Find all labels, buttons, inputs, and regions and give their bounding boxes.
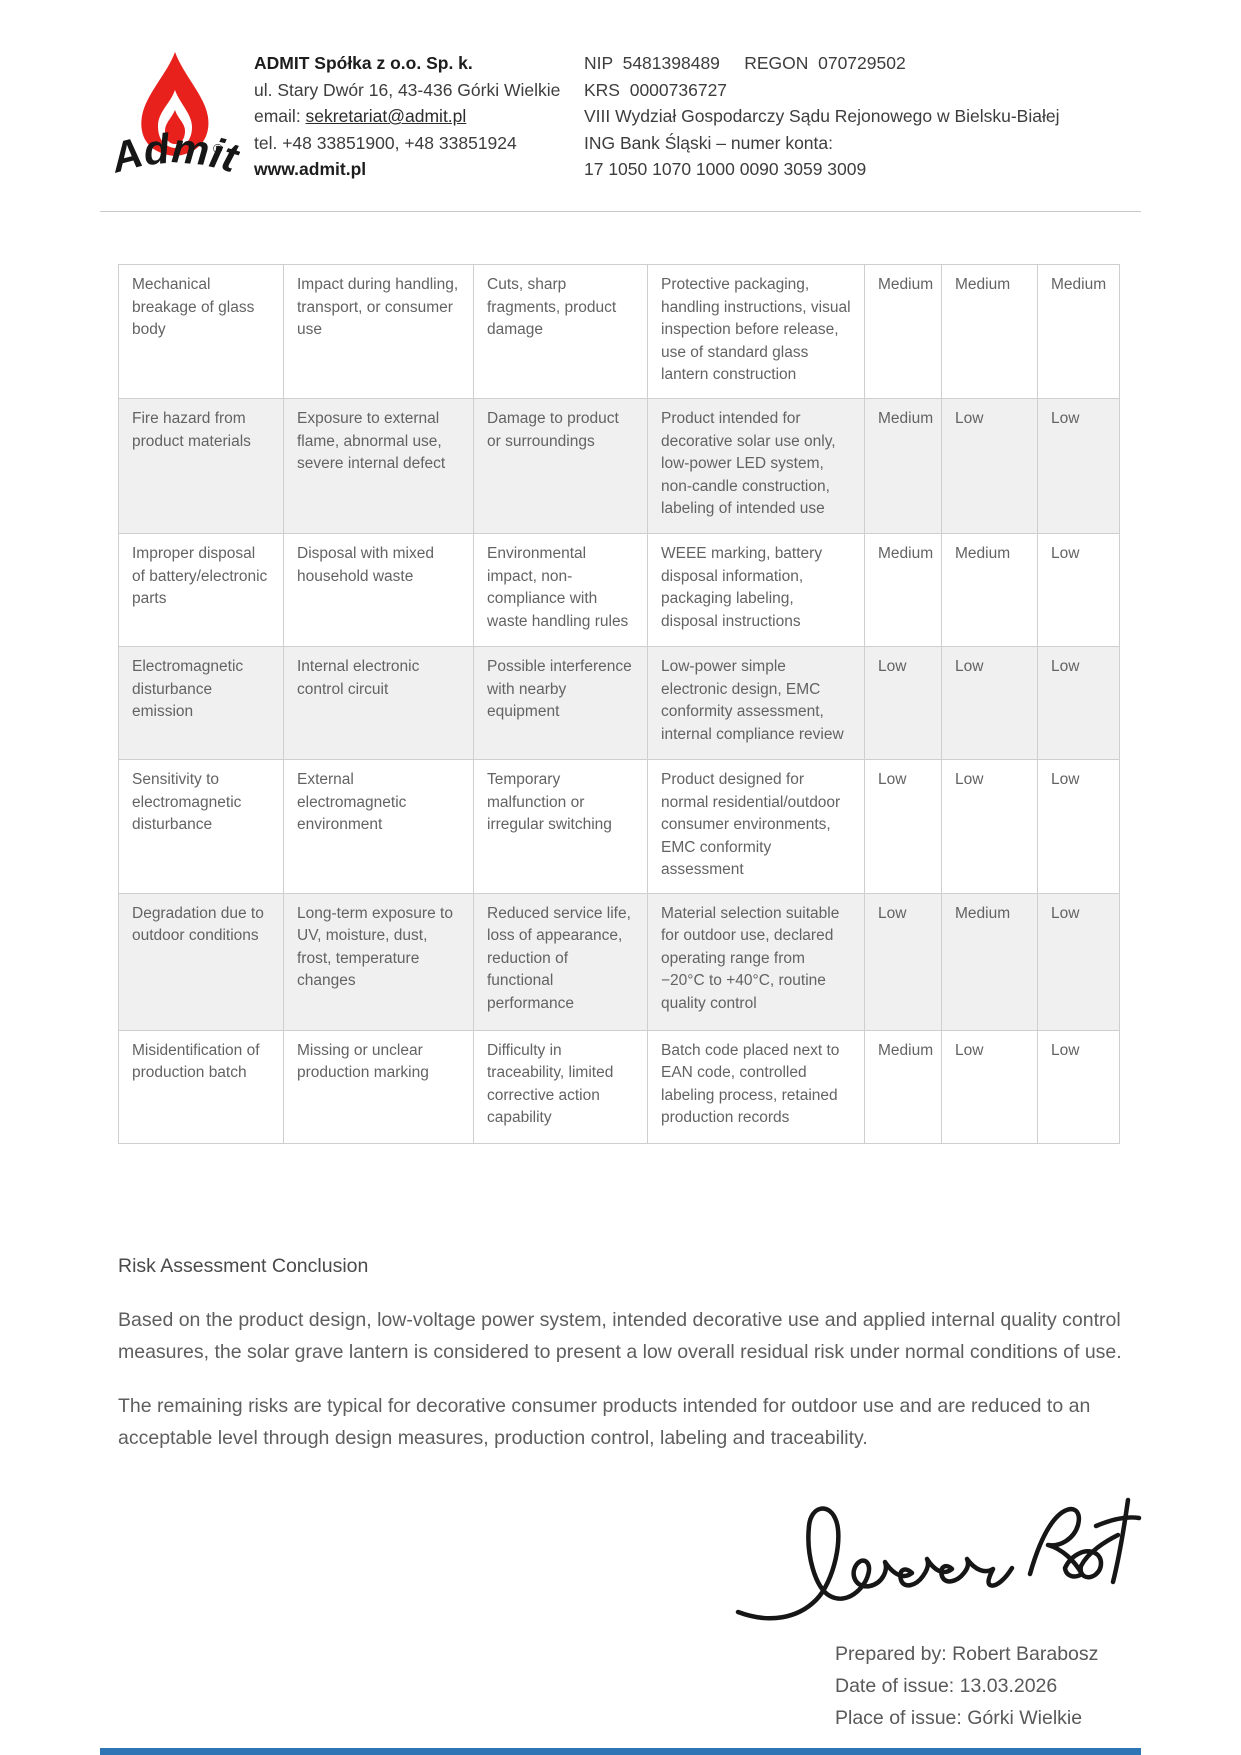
admit-logo: ® Admit bbox=[105, 50, 246, 182]
date-of-issue-line: Date of issue: 13.03.2026 bbox=[835, 1675, 1058, 1697]
measures-cell: Protective packaging, handling instructi… bbox=[647, 264, 865, 399]
effect-cell: Difficulty in traceability, limited corr… bbox=[473, 1029, 648, 1144]
hazard-cell: Fire hazard from product materials bbox=[118, 398, 284, 534]
severity-cell: Medium bbox=[941, 264, 1038, 399]
probability-cell: Low bbox=[864, 892, 942, 1031]
risk-cell: Low bbox=[1037, 533, 1120, 647]
measures-cell: Batch code placed next to EAN code, cont… bbox=[647, 1029, 865, 1144]
probability-cell: Medium bbox=[864, 533, 942, 647]
account-line: 17 1050 1070 1000 0090 3059 3009 bbox=[584, 159, 867, 179]
probability-cell: Medium bbox=[864, 398, 942, 534]
brand-wordmark: Admit bbox=[112, 124, 240, 180]
hazard-cell: Improper disposal of battery/electronic … bbox=[118, 533, 284, 647]
effect-cell: Temporary malfunction or irregular switc… bbox=[473, 759, 648, 894]
effect-cell: Damage to product or surroundings bbox=[473, 398, 648, 534]
risk-cell: Low bbox=[1037, 646, 1120, 760]
cause-cell: Impact during handling, transport, or co… bbox=[283, 264, 474, 399]
severity-cell: Medium bbox=[941, 892, 1038, 1031]
footer-accent-bar bbox=[100, 1748, 1141, 1755]
conclusion-section: Risk Assessment Conclusion Based on the … bbox=[118, 1255, 1123, 1477]
prepared-by-line: Prepared by: Robert Barabosz bbox=[835, 1643, 1099, 1665]
signature-image bbox=[735, 1497, 1142, 1621]
risk-cell: Low bbox=[1037, 1029, 1120, 1144]
letterhead: ® Admit ADMIT Spółka z o.o. Sp. k. ul. S… bbox=[105, 50, 1141, 183]
severity-cell: Low bbox=[941, 398, 1038, 534]
cause-cell: Long-term exposure to UV, moisture, dust… bbox=[283, 892, 474, 1031]
conclusion-paragraph-1: Based on the product design, low-voltage… bbox=[118, 1309, 1122, 1363]
effect-cell: Possible interference with nearby equipm… bbox=[473, 646, 648, 760]
email-link[interactable]: sekretariat@admit.pl bbox=[305, 106, 467, 126]
cause-cell: Internal electronic control circuit bbox=[283, 646, 474, 760]
effect-cell: Cuts, sharp fragments, product damage bbox=[473, 264, 648, 399]
bank-line: ING Bank Śląski – numer konta: bbox=[584, 132, 833, 153]
measures-cell: Low-power simple electronic design, EMC … bbox=[647, 646, 865, 760]
table-row: Mechanical breakage of glass body Impact… bbox=[118, 264, 1120, 399]
table-row: Degradation due to outdoor conditions Lo… bbox=[118, 892, 1120, 1031]
hazard-cell: Misidentification of production batch bbox=[118, 1029, 284, 1144]
effect-cell: Environmental impact, non-compliance wit… bbox=[473, 533, 648, 647]
krs-line: KRS 0000736727 bbox=[584, 79, 728, 100]
table-row: Improper disposal of battery/electronic … bbox=[118, 533, 1120, 647]
probability-cell: Low bbox=[864, 759, 942, 894]
risk-cell: Medium bbox=[1037, 264, 1120, 399]
hazard-cell: Degradation due to outdoor conditions bbox=[118, 892, 284, 1031]
table-row: Misidentification of production batch Mi… bbox=[118, 1029, 1120, 1144]
cause-cell: Missing or unclear production marking bbox=[283, 1029, 474, 1144]
probability-cell: Medium bbox=[864, 264, 942, 399]
company-email-line: email: sekretariat@admit.pl bbox=[254, 103, 584, 130]
severity-cell: Low bbox=[941, 646, 1038, 760]
admit-logo-svg: ® Admit bbox=[105, 52, 246, 182]
court-line: VIII Wydział Gospodarczy Sądu Rejonowego… bbox=[584, 106, 1060, 126]
severity-cell: Medium bbox=[941, 533, 1038, 647]
cause-cell: Exposure to external flame, abnormal use… bbox=[283, 398, 474, 534]
conclusion-paragraph-2: The remaining risks are typical for deco… bbox=[118, 1395, 1091, 1449]
cause-cell: Disposal with mixed household waste bbox=[283, 533, 474, 647]
email-label: email: bbox=[254, 106, 306, 126]
nip-regon-line: NIP 5481398489 REGON 070729502 bbox=[584, 53, 906, 73]
company-website: www.admit.pl bbox=[254, 159, 367, 179]
risk-cell: Low bbox=[1037, 892, 1120, 1031]
table-row: Fire hazard from product materials Expos… bbox=[118, 398, 1120, 534]
hazard-cell: Mechanical breakage of glass body bbox=[118, 264, 284, 399]
risk-cell: Low bbox=[1037, 398, 1120, 534]
risk-table-container: Mechanical breakage of glass body Impact… bbox=[118, 264, 1120, 1144]
company-info: ADMIT Spółka z o.o. Sp. k. ul. Stary Dwó… bbox=[254, 50, 584, 183]
probability-cell: Low bbox=[864, 646, 942, 760]
table-row: Electromagnetic disturbance emission Int… bbox=[118, 646, 1120, 760]
company-address: ul. Stary Dwór 16, 43-436 Górki Wielkie bbox=[254, 79, 561, 100]
table-row: Sensitivity to electromagnetic disturban… bbox=[118, 759, 1120, 894]
company-name: ADMIT Spółka z o.o. Sp. k. bbox=[254, 53, 473, 73]
risk-cell: Low bbox=[1037, 759, 1120, 894]
cause-cell: External electromagnetic environment bbox=[283, 759, 474, 894]
conclusion-heading: Risk Assessment Conclusion bbox=[118, 1255, 369, 1277]
company-phone: tel. +48 33851900, +48 33851924 bbox=[254, 132, 517, 153]
header-divider bbox=[100, 211, 1141, 212]
hazard-cell: Sensitivity to electromagnetic disturban… bbox=[118, 759, 284, 894]
flame-icon bbox=[141, 52, 209, 156]
severity-cell: Low bbox=[941, 759, 1038, 894]
probability-cell: Medium bbox=[864, 1029, 942, 1144]
hazard-cell: Electromagnetic disturbance emission bbox=[118, 646, 284, 760]
measures-cell: Product designed for normal residential/… bbox=[647, 759, 865, 894]
risk-table: Mechanical breakage of glass body Impact… bbox=[118, 264, 1120, 1144]
registered-mark: ® bbox=[213, 141, 223, 156]
place-of-issue-line: Place of issue: Górki Wielkie bbox=[835, 1707, 1083, 1729]
effect-cell: Reduced service life, loss of appearance… bbox=[473, 892, 648, 1031]
measures-cell: Material selection suitable for outdoor … bbox=[647, 892, 865, 1031]
measures-cell: Product intended for decorative solar us… bbox=[647, 398, 865, 534]
severity-cell: Low bbox=[941, 1029, 1038, 1144]
signature-block: Prepared by: Robert Barabosz Date of iss… bbox=[835, 1638, 1098, 1734]
registry-info: NIP 5481398489 REGON 070729502 KRS 00007… bbox=[584, 50, 1141, 183]
measures-cell: WEEE marking, battery disposal informati… bbox=[647, 533, 865, 647]
